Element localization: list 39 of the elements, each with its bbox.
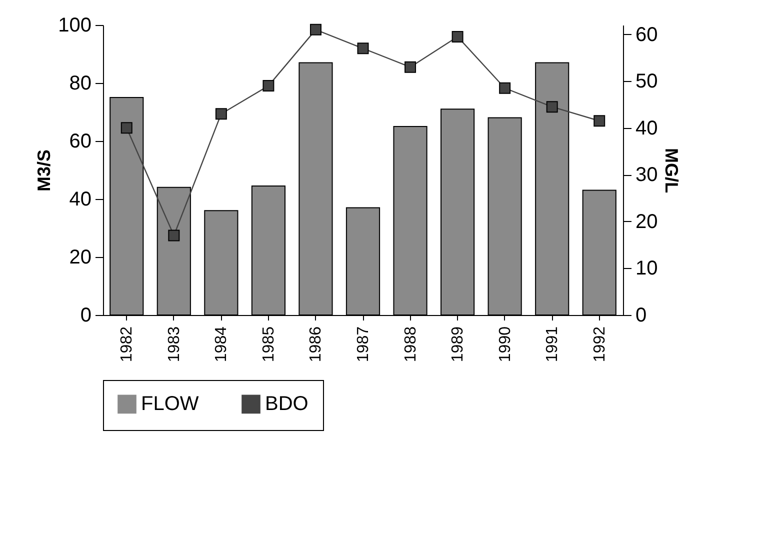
x-tick-label: 1992: [591, 326, 608, 362]
point: [120, 122, 132, 134]
y2-tick-label: 40: [636, 117, 658, 140]
point: [215, 108, 227, 120]
point: [262, 80, 274, 92]
y2-tick-label: 60: [636, 24, 658, 46]
x-tick-label: 1989: [450, 326, 467, 362]
point: [546, 101, 558, 113]
point: [452, 30, 464, 42]
point: [594, 115, 606, 127]
y-tick-label: 40: [69, 188, 92, 210]
point: [404, 61, 416, 73]
legend-label: FLOW: [141, 393, 199, 416]
y-axis-title: M3/S: [34, 149, 54, 192]
y2-axis-title: MG/L: [662, 148, 682, 193]
y-tick-label: 100: [58, 14, 92, 36]
x-tick-label: 1985: [260, 326, 278, 362]
legend-label: BDO: [265, 393, 308, 416]
point: [357, 42, 369, 54]
x-tick-label: 1991: [544, 326, 562, 362]
y-tick-label: 60: [69, 130, 92, 152]
point: [168, 230, 180, 242]
y-tick-label: 0: [80, 304, 92, 326]
x-tick-label: 1990: [496, 326, 514, 362]
x-tick-label: 1988: [402, 326, 420, 362]
x-tick-label: 1983: [166, 326, 183, 362]
x-tick-label: 1986: [308, 326, 325, 362]
x-tick-label: 1982: [118, 326, 136, 362]
y2-tick-label: 10: [636, 258, 658, 280]
y2-tick-label: 30: [636, 164, 658, 186]
y2-tick-label: 20: [636, 210, 658, 233]
point: [310, 24, 322, 36]
x-tick-label: 1987: [355, 326, 372, 362]
y2-tick-label: 0: [636, 304, 647, 326]
x-tick-label: 1984: [213, 326, 230, 362]
y2-tick-label: 50: [636, 70, 658, 93]
y-tick-label: 80: [69, 72, 92, 94]
point: [499, 82, 511, 94]
y-tick-label: 20: [69, 246, 92, 268]
